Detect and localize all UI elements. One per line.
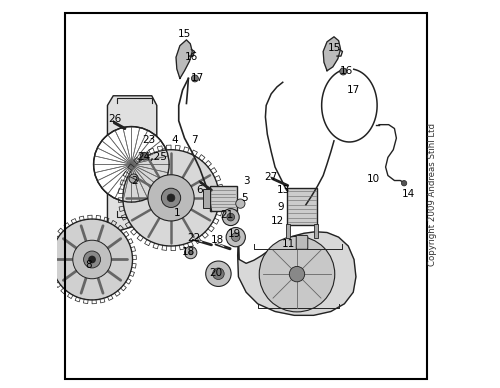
Circle shape xyxy=(340,68,346,75)
Circle shape xyxy=(140,152,148,160)
Text: 16: 16 xyxy=(185,52,198,62)
Text: 3: 3 xyxy=(243,175,250,185)
Text: Copyright 2009 Andreas Stihl Ltd: Copyright 2009 Andreas Stihl Ltd xyxy=(428,123,438,265)
Circle shape xyxy=(290,267,304,282)
Text: 27: 27 xyxy=(264,171,278,182)
Text: 15: 15 xyxy=(328,43,342,53)
Circle shape xyxy=(212,268,224,279)
Polygon shape xyxy=(323,37,340,71)
Circle shape xyxy=(402,180,407,186)
Text: 12: 12 xyxy=(270,216,283,226)
Circle shape xyxy=(188,250,194,255)
Text: 22: 22 xyxy=(188,233,201,243)
Circle shape xyxy=(184,246,197,259)
Circle shape xyxy=(129,174,138,183)
Circle shape xyxy=(52,219,132,300)
Text: 11: 11 xyxy=(282,239,295,249)
Circle shape xyxy=(192,75,198,82)
Bar xyxy=(210,186,236,211)
Text: 26: 26 xyxy=(108,114,121,124)
Text: 14: 14 xyxy=(402,189,414,199)
Text: 18: 18 xyxy=(182,247,195,257)
Circle shape xyxy=(123,150,219,246)
Circle shape xyxy=(226,227,246,247)
Circle shape xyxy=(259,236,334,312)
Text: 9: 9 xyxy=(278,203,284,213)
Circle shape xyxy=(227,213,234,221)
Bar xyxy=(286,224,290,239)
Text: 8: 8 xyxy=(85,260,91,270)
Circle shape xyxy=(236,199,245,208)
Polygon shape xyxy=(108,96,157,232)
Circle shape xyxy=(94,126,169,202)
Text: 21: 21 xyxy=(220,210,234,220)
Text: 4: 4 xyxy=(172,135,178,145)
Circle shape xyxy=(148,175,194,221)
Bar xyxy=(286,189,318,225)
Text: 18: 18 xyxy=(210,235,224,245)
Text: 19: 19 xyxy=(228,229,241,239)
Text: 13: 13 xyxy=(278,185,290,195)
Text: 24,25: 24,25 xyxy=(137,152,166,163)
Circle shape xyxy=(167,194,175,202)
Text: 17: 17 xyxy=(346,85,360,95)
Text: 15: 15 xyxy=(178,29,191,39)
Text: 16: 16 xyxy=(340,66,353,76)
Text: 5: 5 xyxy=(241,193,248,203)
Polygon shape xyxy=(176,40,192,78)
Text: 17: 17 xyxy=(190,73,204,83)
Text: 1: 1 xyxy=(174,208,180,218)
Circle shape xyxy=(84,251,100,268)
Bar xyxy=(314,224,318,239)
Text: 7: 7 xyxy=(191,135,198,145)
Text: 20: 20 xyxy=(209,268,222,278)
Circle shape xyxy=(73,240,112,279)
FancyBboxPatch shape xyxy=(296,236,308,249)
Bar xyxy=(202,189,209,208)
Circle shape xyxy=(162,188,180,208)
Circle shape xyxy=(232,233,240,241)
Text: 6: 6 xyxy=(196,185,203,195)
Polygon shape xyxy=(238,232,356,315)
Text: 10: 10 xyxy=(366,173,380,184)
Circle shape xyxy=(88,256,96,263)
Circle shape xyxy=(222,209,239,225)
Text: 2: 2 xyxy=(131,175,138,185)
Text: 23: 23 xyxy=(142,135,156,145)
Circle shape xyxy=(206,261,231,286)
